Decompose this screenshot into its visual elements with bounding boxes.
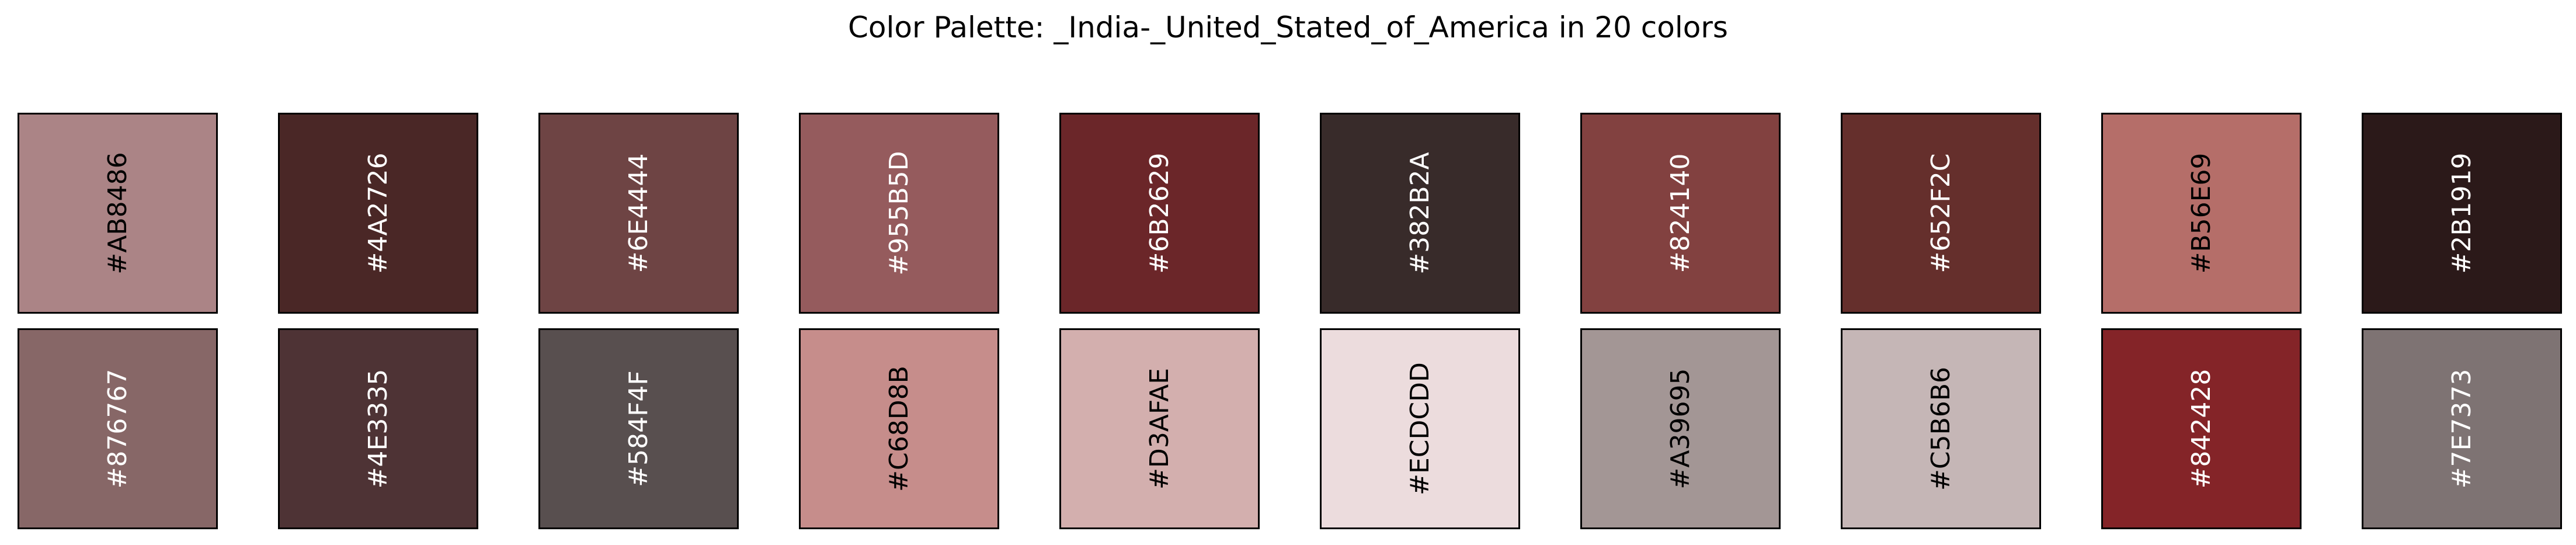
color-hex-label: #A39695	[1665, 368, 1695, 490]
color-swatch: #A39695	[1580, 328, 1781, 529]
color-hex-label: #6B2629	[1144, 152, 1174, 274]
color-swatch: #C68D8B	[799, 328, 999, 529]
color-swatch: #C5B6B6	[1841, 328, 2041, 529]
color-hex-label: #4E3335	[363, 369, 393, 489]
color-swatch: #4E3335	[278, 328, 478, 529]
color-swatch: #584F4F	[538, 328, 739, 529]
color-hex-label: #6E4444	[623, 153, 653, 273]
color-hex-label: #2B1919	[2446, 152, 2477, 274]
color-hex-label: #382B2A	[1405, 152, 1435, 275]
color-hex-label: #584F4F	[623, 370, 653, 487]
color-swatch: #955B5D	[799, 113, 999, 314]
color-swatch: #6E4444	[538, 113, 739, 314]
chart-title: Color Palette: _India-_United_Stated_of_…	[848, 11, 1728, 44]
color-swatch: #824140	[1580, 113, 1781, 314]
color-swatch: #4A2726	[278, 113, 478, 314]
color-swatch: #652F2C	[1841, 113, 2041, 314]
color-hex-label: #C68D8B	[884, 366, 914, 492]
color-swatch: #AB8486	[18, 113, 218, 314]
color-swatch: #382B2A	[1320, 113, 1520, 314]
color-hex-label: #AB8486	[102, 152, 133, 275]
color-hex-label: #D3AFAE	[1144, 367, 1174, 490]
color-hex-label: #4A2726	[363, 152, 393, 274]
color-hex-label: #876767	[102, 369, 133, 489]
color-swatch: #876767	[18, 328, 218, 529]
color-swatch: #2B1919	[2362, 113, 2562, 314]
color-hex-label: #842428	[2186, 369, 2216, 489]
color-swatch: #7E7373	[2362, 328, 2562, 529]
color-hex-label: #955B5D	[884, 151, 914, 276]
color-swatch: #D3AFAE	[1059, 328, 1260, 529]
color-hex-label: #7E7373	[2446, 369, 2477, 489]
color-swatch: #ECDCDD	[1320, 328, 1520, 529]
color-hex-label: #652F2C	[1925, 153, 1956, 273]
color-hex-label: #C5B6B6	[1925, 367, 1956, 491]
color-swatch: #6B2629	[1059, 113, 1260, 314]
color-hex-label: #ECDCDD	[1405, 362, 1435, 495]
color-hex-label: #B56E69	[2186, 152, 2216, 274]
color-hex-label: #824140	[1665, 153, 1695, 273]
color-swatch: #842428	[2101, 328, 2302, 529]
color-swatch: #B56E69	[2101, 113, 2302, 314]
